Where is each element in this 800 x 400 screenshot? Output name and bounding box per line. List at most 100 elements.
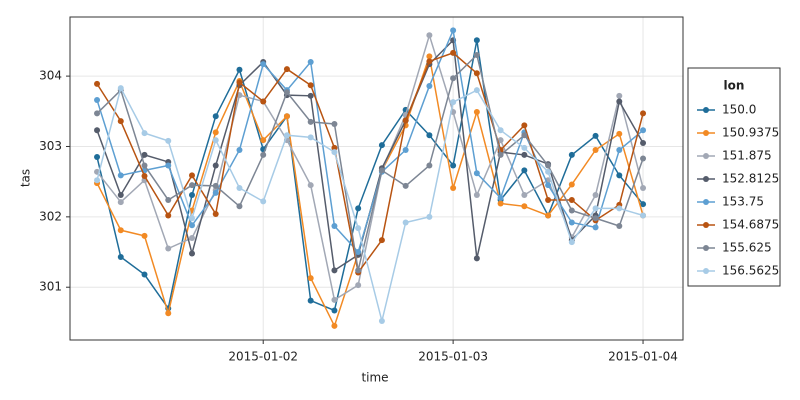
data-point: [378, 318, 385, 324]
data-point: [545, 212, 552, 219]
data-point: [426, 58, 433, 65]
data-point: [307, 92, 314, 99]
series-line: [96, 52, 644, 275]
legend-marker: [703, 245, 709, 251]
data-point: [141, 232, 148, 239]
series-line: [96, 27, 644, 254]
data-point: [331, 307, 338, 314]
data-point: [188, 215, 195, 222]
data-point: [545, 168, 552, 175]
data-point: [640, 110, 647, 117]
data-point: [307, 82, 314, 89]
data-point: [616, 147, 623, 153]
y-axis-label: tas: [19, 169, 33, 187]
data-point: [378, 237, 385, 244]
data-point: [450, 49, 457, 56]
legend-label: 150.0: [722, 103, 756, 117]
data-point: [497, 137, 504, 144]
data-point: [521, 151, 528, 158]
data-point: [568, 207, 575, 214]
data-point: [141, 173, 148, 180]
x-tick-label: 2015-01-02: [228, 350, 298, 364]
data-point: [592, 205, 599, 212]
data-point: [212, 162, 219, 169]
data-point: [212, 129, 219, 136]
data-point: [188, 250, 195, 257]
series-group: [94, 27, 647, 329]
data-point: [473, 170, 480, 177]
data-point: [307, 134, 314, 141]
data-point: [283, 113, 290, 120]
data-point: [165, 310, 172, 317]
data-point: [568, 196, 575, 203]
data-point: [331, 322, 338, 329]
data-point: [378, 167, 385, 174]
data-point: [94, 110, 101, 117]
data-point: [355, 282, 362, 289]
data-point: [94, 177, 101, 184]
y-tick-label: 303: [39, 139, 62, 153]
legend-marker: [703, 222, 709, 228]
data-point: [212, 182, 219, 189]
data-point: [141, 271, 148, 278]
legend-marker: [703, 268, 709, 274]
data-point: [473, 109, 480, 115]
data-point: [521, 167, 528, 174]
x-tick-label: 2015-01-04: [608, 350, 678, 364]
data-point: [260, 151, 267, 158]
data-point: [260, 98, 267, 105]
legend-frame: [687, 67, 781, 287]
data-point: [165, 245, 172, 252]
data-point: [331, 120, 338, 127]
data-point: [450, 162, 457, 169]
data-point: [640, 139, 647, 146]
x-tick-label: 2015-01-03: [418, 350, 488, 364]
legend-label: 151.875: [722, 149, 772, 163]
x-axis-label: time: [361, 371, 388, 385]
data-point: [212, 211, 219, 218]
data-point: [236, 185, 243, 191]
data-point: [450, 27, 457, 34]
data-point: [355, 205, 362, 212]
data-point: [165, 137, 172, 144]
legend-title: lon: [724, 79, 745, 93]
data-point: [165, 162, 172, 169]
data-point: [307, 297, 314, 304]
data-point: [450, 185, 457, 191]
data-point: [212, 189, 219, 196]
data-point: [473, 37, 480, 44]
data-point: [473, 70, 480, 77]
data-point: [141, 151, 148, 158]
data-point: [545, 182, 552, 189]
legend-label: 153.75: [722, 195, 764, 209]
data-point: [426, 53, 433, 60]
data-point: [640, 185, 647, 191]
data-point: [545, 162, 552, 169]
data-point: [426, 213, 433, 220]
data-point: [568, 181, 575, 188]
data-point: [331, 223, 338, 229]
data-point: [640, 127, 647, 134]
data-point: [141, 130, 148, 137]
data-point: [616, 92, 623, 99]
data-point: [236, 147, 243, 153]
data-point: [426, 132, 433, 139]
data-point: [592, 147, 599, 153]
data-point: [94, 154, 101, 161]
legend-label: 154.6875: [722, 218, 779, 232]
data-point: [165, 212, 172, 219]
data-point: [236, 79, 243, 86]
data-point: [592, 215, 599, 222]
data-point: [616, 205, 623, 212]
data-point: [236, 203, 243, 210]
y-tick-label: 304: [39, 69, 62, 83]
y-tick-label: 301: [39, 280, 62, 294]
data-point: [473, 87, 480, 94]
data-point: [640, 212, 647, 219]
data-point: [640, 201, 647, 208]
data-point: [283, 66, 290, 73]
data-point: [521, 144, 528, 151]
y-tick-label: 302: [39, 209, 62, 223]
series-line: [96, 53, 644, 271]
data-point: [568, 151, 575, 158]
